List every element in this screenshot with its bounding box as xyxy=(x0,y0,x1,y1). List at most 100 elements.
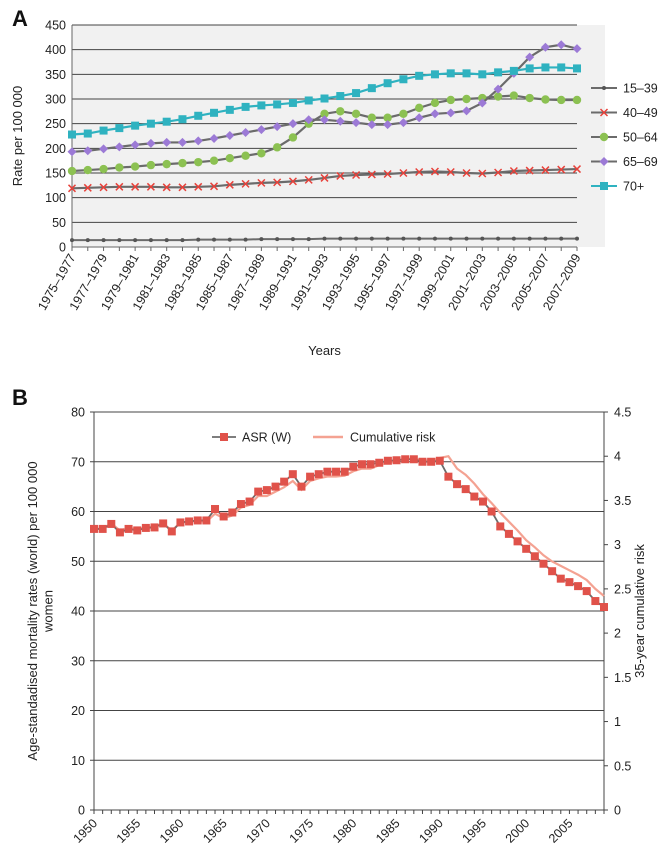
data-point xyxy=(417,236,422,241)
data-point xyxy=(556,574,565,583)
data-point xyxy=(178,183,187,192)
data-point xyxy=(101,238,106,243)
data-point xyxy=(487,507,496,516)
data-point xyxy=(131,182,140,191)
data-point xyxy=(414,103,424,113)
data-point xyxy=(124,524,133,533)
data-point xyxy=(280,477,289,486)
data-point xyxy=(591,597,600,606)
data-point xyxy=(367,170,376,179)
legend-label: 65–69 xyxy=(623,155,658,169)
data-point xyxy=(383,113,392,122)
data-point xyxy=(304,96,313,105)
legend-marker xyxy=(600,182,608,190)
data-point xyxy=(480,236,485,241)
data-point xyxy=(453,480,462,489)
y-left-tick-label: 20 xyxy=(71,704,85,718)
y-left-tick-label: 50 xyxy=(71,555,85,569)
data-point xyxy=(461,485,470,494)
data-point xyxy=(478,497,487,506)
legend-marker xyxy=(599,157,609,166)
data-point xyxy=(146,182,155,191)
data-point xyxy=(83,146,93,156)
plot-area xyxy=(72,25,605,247)
data-point xyxy=(415,167,424,177)
data-point xyxy=(288,133,298,142)
data-point xyxy=(85,238,90,243)
y-right-tick-label: 4.5 xyxy=(614,406,631,420)
data-point xyxy=(522,544,531,553)
data-point xyxy=(68,130,76,139)
data-point xyxy=(367,120,377,130)
data-point xyxy=(162,159,171,169)
legend-marker xyxy=(599,132,609,142)
data-point xyxy=(193,516,202,525)
legend-marker xyxy=(602,86,606,90)
data-point xyxy=(323,467,332,476)
data-point xyxy=(115,163,124,172)
chart-a: 0501001502002503003504004501975–19771977… xyxy=(10,19,658,359)
data-point xyxy=(543,236,548,241)
data-point xyxy=(493,92,503,101)
data-point xyxy=(446,167,455,177)
data-point xyxy=(565,578,574,587)
x-tick-label: 1960 xyxy=(157,816,187,846)
y-left-tick-label: 10 xyxy=(71,754,85,768)
y-left-axis-title-line: Age-standadised mortality rates (world) … xyxy=(25,461,40,760)
data-point xyxy=(470,492,479,501)
data-point xyxy=(430,167,439,176)
legend-marker xyxy=(220,433,228,441)
data-point xyxy=(574,582,583,591)
data-point xyxy=(462,106,472,116)
x-tick-label: 1985 xyxy=(373,816,403,846)
data-point xyxy=(245,497,254,506)
data-point xyxy=(304,175,313,184)
data-point xyxy=(131,121,140,130)
data-point xyxy=(209,156,219,165)
data-point xyxy=(180,238,185,243)
data-point xyxy=(225,180,234,189)
y-right-axis-title: 35-year cumulative risk xyxy=(632,544,647,678)
y-left-tick-label: 30 xyxy=(71,654,85,668)
data-point xyxy=(320,109,329,119)
x-tick-label: 1955 xyxy=(114,816,144,846)
data-point xyxy=(314,470,323,479)
data-point xyxy=(243,237,248,242)
data-point xyxy=(357,460,366,469)
data-point xyxy=(575,236,579,241)
y-tick-label: 300 xyxy=(45,93,66,107)
data-point xyxy=(369,236,374,241)
y-tick-label: 350 xyxy=(45,68,66,82)
data-point xyxy=(99,126,108,135)
data-point xyxy=(290,237,295,242)
data-point xyxy=(572,44,582,54)
data-point xyxy=(477,98,487,108)
data-point xyxy=(320,173,329,182)
data-point xyxy=(288,177,297,186)
data-point xyxy=(271,482,280,491)
series-line xyxy=(94,454,605,597)
data-point xyxy=(241,128,251,138)
data-point xyxy=(159,519,168,528)
data-point xyxy=(430,109,440,119)
data-point xyxy=(227,237,232,242)
data-point xyxy=(176,518,185,527)
data-point xyxy=(141,523,150,532)
data-point xyxy=(335,116,345,126)
x-axis-title: Years xyxy=(308,343,341,358)
data-point xyxy=(185,517,194,526)
y-right-tick-label: 0.5 xyxy=(614,759,631,773)
data-point xyxy=(219,512,228,521)
data-point xyxy=(349,462,358,471)
data-point xyxy=(448,236,453,241)
data-point xyxy=(513,537,522,546)
data-point xyxy=(527,236,532,241)
data-point xyxy=(496,522,505,531)
data-point xyxy=(399,75,408,84)
data-point xyxy=(177,137,187,147)
data-point xyxy=(256,125,266,135)
data-point xyxy=(273,178,282,187)
x-tick-label: 1990 xyxy=(416,816,446,846)
data-point xyxy=(257,178,266,187)
